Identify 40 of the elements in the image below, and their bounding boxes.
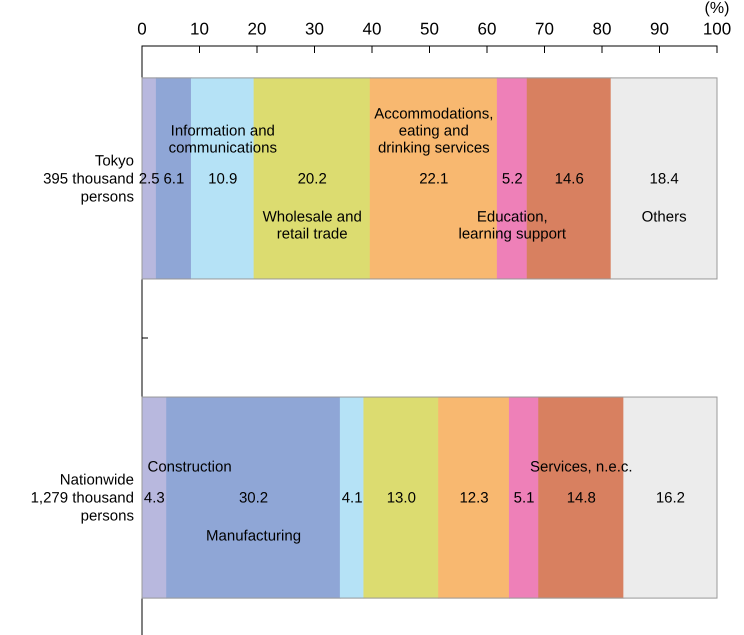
y-tick-label: Tokyo 395 thousand persons <box>43 152 134 206</box>
data-label: 14.8 <box>566 490 596 507</box>
data-label: 22.1 <box>419 170 448 188</box>
series-label: Accommodations, eating and drinking services <box>374 105 494 156</box>
data-label: 12.3 <box>459 490 489 507</box>
series-label: Construction <box>147 458 232 476</box>
bar <box>363 396 440 599</box>
data-label: 4.3 <box>144 490 165 507</box>
x-tick-label: 70 <box>535 20 554 38</box>
x-tick-label: 80 <box>592 20 612 38</box>
series-label: Manufacturing <box>206 528 302 545</box>
y-tick-label: Nationwide 1,279 thousand persons <box>30 472 134 525</box>
series-label: Education, learning support <box>458 208 567 242</box>
data-label: 5.2 <box>502 170 523 188</box>
x-tick-label: 0 <box>137 20 147 38</box>
x-tick-label: 20 <box>248 20 266 38</box>
data-label: 5.1 <box>514 490 535 507</box>
data-label: 13.0 <box>386 490 416 507</box>
data-label: 30.2 <box>238 490 268 507</box>
data-label: 16.2 <box>656 490 686 507</box>
series-label: Wholesale and retail trade <box>262 208 362 242</box>
bar <box>340 396 364 599</box>
x-tick-label: 30 <box>305 20 324 38</box>
bar <box>438 396 510 599</box>
data-label: 2.5 <box>138 170 160 188</box>
x-tick-label: 90 <box>650 20 669 38</box>
x-tick-label: 50 <box>420 20 439 38</box>
data-label: 4.1 <box>342 490 363 507</box>
data-label: 18.4 <box>650 170 679 188</box>
x-tick-label: 10 <box>190 20 209 38</box>
data-label: 6.1 <box>163 170 184 188</box>
data-label: 10.9 <box>208 170 238 188</box>
x-tick-label: 100 <box>702 20 732 38</box>
x-axis-title: (%) <box>704 0 730 17</box>
data-label: 20.2 <box>298 170 327 188</box>
x-tick-label: 40 <box>362 20 382 38</box>
series-label: Others <box>642 208 687 226</box>
data-label: 14.6 <box>554 170 584 188</box>
x-tick-label: 60 <box>478 20 496 38</box>
bar <box>610 77 718 280</box>
